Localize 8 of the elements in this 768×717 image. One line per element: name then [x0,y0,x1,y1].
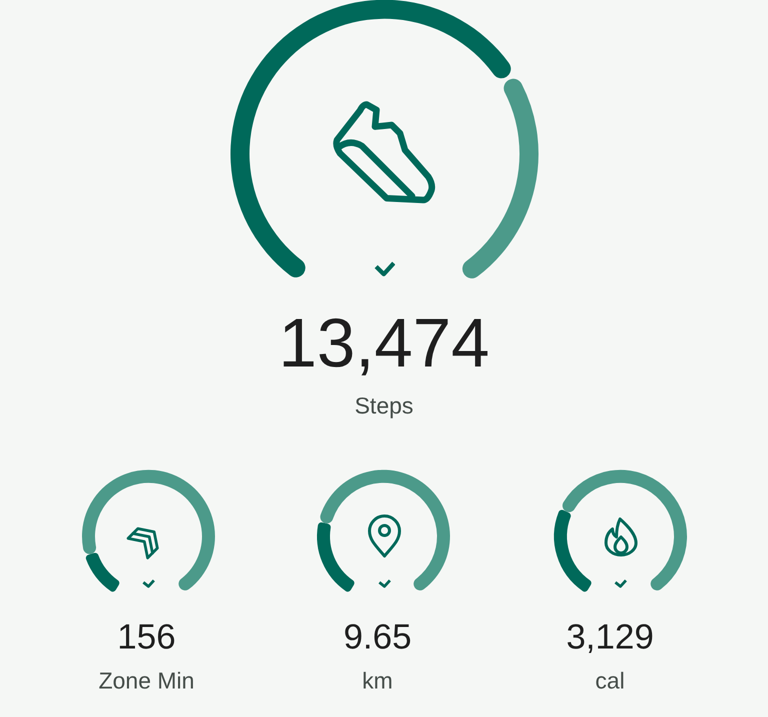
text: cal [595,667,625,693]
text: km [362,667,393,693]
text: Steps [354,392,414,418]
text: 13,474 [278,304,490,381]
text: Zone Min [98,667,194,693]
text: 3,129 [566,617,654,656]
text: 9.65 [343,617,412,656]
text: 156 [117,617,176,656]
